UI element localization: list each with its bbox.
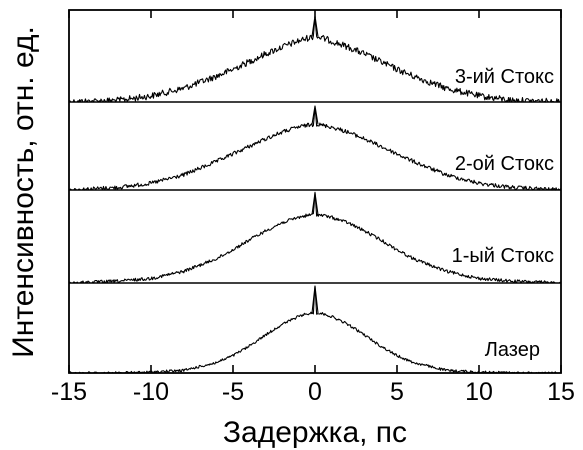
x-tick-label: -10 — [133, 378, 169, 406]
series-peak — [311, 285, 319, 314]
plot-frame — [68, 9, 562, 374]
series-line — [68, 18, 561, 103]
trace-labels: 3-ий Стокс 2-ой Стокс 1-ый Стокс Лазер — [452, 66, 554, 361]
series-label: 2-ой Стокс — [455, 153, 554, 175]
x-axis-title: Задержка, пс — [223, 416, 407, 449]
series-peak — [311, 192, 319, 215]
x-tick-label: 10 — [465, 378, 493, 406]
series-peak — [311, 105, 319, 125]
x-tick-label: 15 — [547, 378, 575, 406]
x-tick-label: 5 — [390, 378, 404, 406]
series-label: Лазер — [485, 339, 540, 361]
series-label: 3-ий Стокс — [455, 66, 554, 88]
series-line — [68, 107, 562, 191]
x-tick-label: -5 — [222, 378, 244, 406]
series-label: 1-ый Стокс — [452, 245, 554, 267]
x-tick-label: -15 — [51, 378, 87, 406]
series-peak — [311, 15, 319, 37]
x-axis-tick-labels: -15 -10 -5 0 5 10 15 — [51, 378, 575, 406]
series-line — [68, 191, 562, 284]
x-axis-ticks — [68, 10, 562, 373]
panel-separators — [69, 101, 561, 284]
x-tick-label: 0 — [308, 378, 322, 406]
y-axis-title: Интенсивность, отн. ед. — [7, 26, 40, 358]
